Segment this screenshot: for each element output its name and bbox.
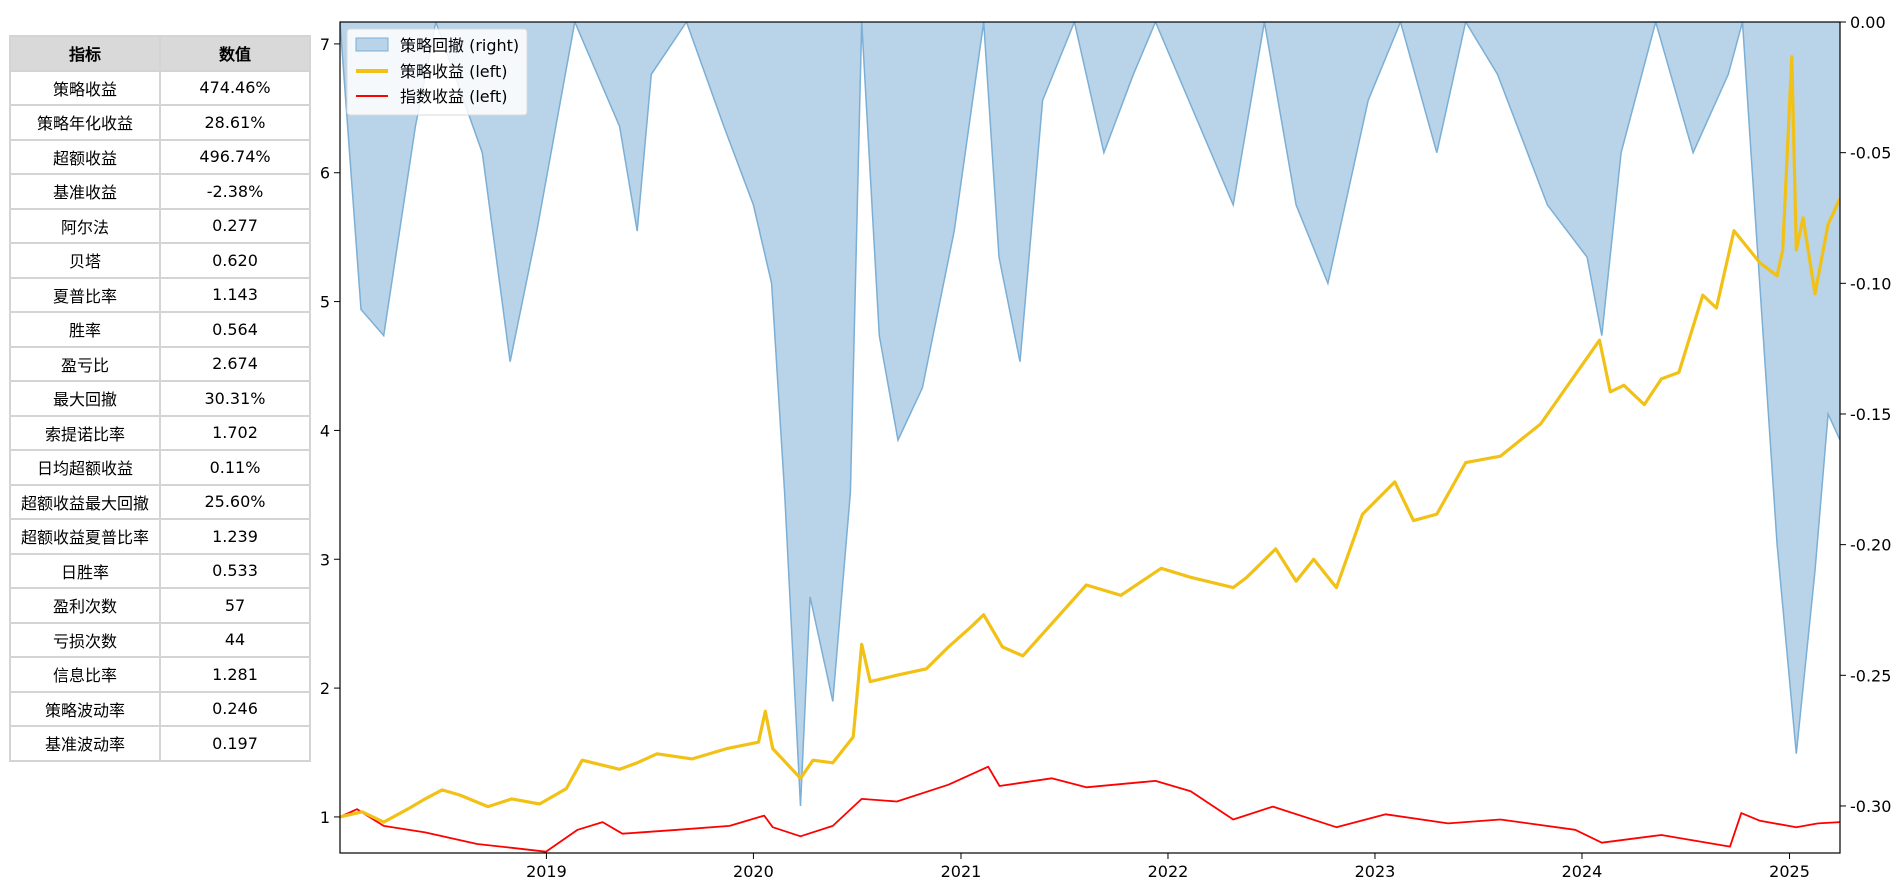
legend-label-strategy: 策略收益 (left) [400,62,508,81]
table-row: 日胜率 0.533 [9,552,311,589]
plot-area [340,22,1840,853]
metric-name: 日胜率 [9,552,161,589]
y-right-tick-label: -0.25 [1850,666,1891,685]
metric-name: 信息比率 [9,656,161,693]
legend: 策略回撤 (right) 策略收益 (left) 指数收益 (left) [346,28,528,116]
x-tick-label: 2019 [526,862,567,881]
y-right-tick-label: -0.15 [1850,405,1891,424]
metric-name: 胜率 [9,311,161,348]
metrics-table: 指标 数值 策略收益 474.46% 策略年化收益 28.61% 超额收益 496.74%… [9,35,311,762]
y-left-tick-label: 6 [320,164,330,183]
metric-value: 30.31% [159,380,311,417]
strategy-return-line [340,55,1840,824]
table-row: 超额收益 496.74% [9,138,311,175]
y-left-tick-label: 1 [320,808,330,827]
metric-name: 索提诺比率 [9,414,161,451]
metric-name: 超额收益 [9,138,161,175]
metric-name: 阿尔法 [9,207,161,244]
x-tick-label: 2021 [941,862,982,881]
metric-value: 25.60% [159,483,311,520]
metric-value: 474.46% [159,69,311,106]
y-right-tick-label: -0.10 [1850,274,1891,293]
table-row: 日均超额收益 0.11% [9,449,311,486]
metric-name: 贝塔 [9,242,161,279]
y-right-tick-label: -0.05 [1850,144,1891,163]
y-left-tick-label: 3 [320,550,330,569]
metric-name: 盈利次数 [9,587,161,624]
y-left-tick-label: 7 [320,35,330,54]
metric-value: 57 [159,587,311,624]
y-left-tick-label: 5 [320,293,330,312]
table-row: 胜率 0.564 [9,311,311,348]
x-tick-label: 2022 [1148,862,1189,881]
table-row: 超额收益夏普比率 1.239 [9,518,311,555]
metric-value: 1.239 [159,518,311,555]
metric-value: 0.11% [159,449,311,486]
metric-name: 夏普比率 [9,276,161,313]
table-row: 基准收益 -2.38% [9,173,311,210]
metric-value: 0.533 [159,552,311,589]
metric-value: 0.564 [159,311,311,348]
y-right-tick-label: -0.30 [1850,797,1891,816]
legend-label-drawdown: 策略回撤 (right) [400,36,519,55]
metric-name: 超额收益最大回撤 [9,483,161,520]
table-row: 策略波动率 0.246 [9,690,311,727]
metric-name: 基准收益 [9,173,161,210]
y-left-tick-label: 4 [320,421,330,440]
metric-name: 基准波动率 [9,725,161,762]
metric-value: 496.74% [159,138,311,175]
y-right-tick-label: 0.00 [1850,13,1886,32]
axes: 2019 2020 2021 2022 2023 2024 2025 1 2 3 4 5 6 7 0.00 -… [320,13,1892,881]
metric-name: 超额收益夏普比率 [9,518,161,555]
table-row: 超额收益最大回撤 25.60% [9,483,311,520]
x-tick-label: 2024 [1562,862,1603,881]
y-right-tick-label: -0.20 [1850,536,1891,555]
legend-swatch-drawdown [355,37,389,52]
y-left-tick-label: 2 [320,679,330,698]
metric-value: 0.246 [159,690,311,727]
metric-value: 0.277 [159,207,311,244]
metric-value: 0.620 [159,242,311,279]
metric-value: 1.702 [159,414,311,451]
metric-value: 44 [159,621,311,658]
table-row: 亏损次数 44 [9,621,311,658]
table-row: 策略收益 474.46% [9,69,311,106]
metric-name: 日均超额收益 [9,449,161,486]
index-return-line [340,765,1840,853]
drawdown-area [340,22,1840,806]
metric-value: 2.674 [159,345,311,382]
legend-label-index: 指数收益 (left) [400,87,508,106]
metric-name: 策略收益 [9,69,161,106]
table-row: 信息比率 1.281 [9,656,311,693]
table-header-row: 指标 数值 [9,35,311,72]
table-row: 策略年化收益 28.61% [9,104,311,141]
table-row: 索提诺比率 1.702 [9,414,311,451]
plot-frame [339,21,1841,854]
x-tick-label: 2020 [733,862,774,881]
x-tick-label: 2025 [1769,862,1810,881]
metric-value: 28.61% [159,104,311,141]
table-row: 盈利次数 57 [9,587,311,624]
x-tick-label: 2023 [1355,862,1396,881]
metric-value: -2.38% [159,173,311,210]
metric-name: 亏损次数 [9,621,161,658]
header-value: 数值 [159,35,311,72]
metric-name: 策略波动率 [9,690,161,727]
metric-value: 0.197 [159,725,311,762]
header-metric: 指标 [9,35,161,72]
legend-box [346,28,528,116]
drawdown-line [340,22,1840,807]
table-row: 阿尔法 0.277 [9,207,311,244]
metric-name: 盈亏比 [9,345,161,382]
table-row: 夏普比率 1.143 [9,276,311,313]
metric-value: 1.143 [159,276,311,313]
metric-value: 1.281 [159,656,311,693]
table-row: 盈亏比 2.674 [9,345,311,382]
metric-name: 最大回撤 [9,380,161,417]
table-row: 基准波动率 0.197 [9,725,311,762]
metric-name: 策略年化收益 [9,104,161,141]
table-row: 最大回撤 30.31% [9,380,311,417]
table-row: 贝塔 0.620 [9,242,311,279]
